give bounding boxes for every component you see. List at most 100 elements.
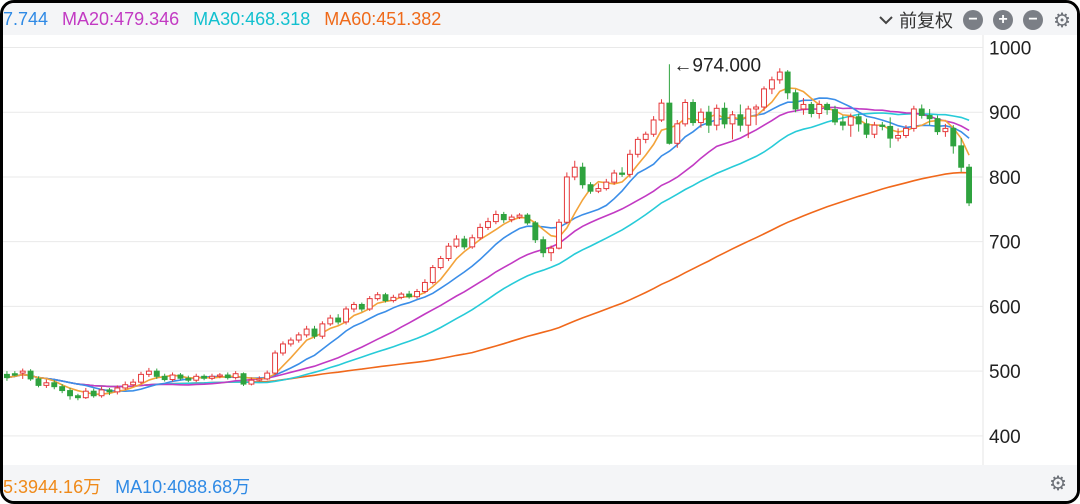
y-tick-label: 900 [989,103,1021,124]
candle-body [863,123,870,135]
candle-body [737,114,744,126]
zoom-out-button[interactable]: − [963,10,984,30]
candle-body [824,103,831,111]
candle-body [800,103,807,110]
candle-body [832,109,838,123]
candle-body [201,375,208,379]
shrink-button[interactable]: − [1023,10,1044,30]
ma60-line [6,171,970,388]
candle-body [966,166,973,204]
candle-body [548,247,555,254]
candle-body [903,127,909,137]
candle-body [303,328,310,336]
candle-body [540,239,547,254]
candle-body [11,373,18,376]
ma-legend-item: 7.744 [3,9,49,29]
candle-body [847,116,854,126]
candle-body [398,293,405,298]
candle-body [642,133,649,140]
candle-body [942,127,949,133]
ma10-line [6,97,970,393]
candle-body [532,222,539,241]
adjust-dropdown[interactable]: 前复权 [879,7,953,33]
candle-body [461,238,468,248]
candle-body [792,92,799,110]
candle-body [264,372,271,380]
candle-body [19,370,26,374]
candle-body [887,125,894,139]
indicator-bar: 7.744 MA20:479.346 MA30:468.318 MA60:451.38… [3,3,1077,35]
candle-body [516,214,523,218]
candle-body [161,375,168,381]
y-tick-label: 800 [989,168,1021,189]
candle-body [958,145,965,168]
candle-body [106,389,113,393]
gear-icon[interactable]: ⚙ [1049,473,1067,495]
candle-body [690,101,696,124]
y-tick-label: 600 [989,297,1021,318]
candle-body [358,303,365,310]
chevron-down-icon [879,16,893,25]
ma-legend-item: MA60:451.382 [324,9,442,29]
candle-body [729,114,736,125]
volume-legend-item: 5:3944.16万 [3,477,102,497]
candle-body [556,221,562,249]
candle-body [51,382,58,388]
candle-body [753,106,760,110]
candle-body [485,221,491,228]
chart-svg: 1000 900 800 700 600 500 400 ←974.000 [3,35,1031,465]
candle-body [145,370,152,375]
candle-body [579,166,586,186]
candle-body [350,303,357,310]
candle-body [524,214,531,224]
candle-body [784,71,791,94]
candle-body [721,107,728,125]
candle-body [950,127,957,147]
candle-body [311,328,318,337]
candle-body [776,71,783,81]
candle-body [335,317,342,323]
adjust-label: 前复权 [899,11,954,31]
candle-body [895,135,902,139]
candle-body [879,124,886,127]
candle-body [374,294,381,300]
candle-body [406,293,413,298]
candle-body [910,108,917,129]
candle-body [500,213,507,221]
candle-body [713,107,720,126]
candle-body [382,294,389,302]
candle-body [705,111,712,126]
candle-body [82,390,89,399]
volume-legend-item: MA10:4088.68万 [115,477,251,497]
candle-body [816,103,823,115]
ma20-line [6,106,970,388]
candle-body [216,374,223,377]
gear-icon[interactable]: ⚙ [1053,9,1071,32]
candle-body [327,317,334,325]
candle-body [343,308,349,323]
candle-body [839,121,846,126]
candle-body [571,166,578,178]
candle-body [27,370,34,380]
candle-body [185,377,192,381]
ma30-line [6,112,970,388]
candle-body [90,390,97,397]
ma-legend-item: MA20:479.346 [62,9,180,29]
candle-body [808,103,815,115]
volume-legend: 5:3944.16万 MA10:4088.68万 [3,473,264,499]
zoom-in-button[interactable]: + [993,10,1014,30]
candle-body [587,184,594,192]
candle-body [414,291,420,298]
candlestick-chart[interactable]: 1000 900 800 700 600 500 400 ←974.000 [3,35,1077,465]
candle-body [445,245,452,260]
candle-body [114,387,121,393]
candle-body [453,238,460,247]
candle-body [429,267,436,283]
candle-body [871,124,878,135]
candle-body [666,102,673,144]
candle-body [232,373,239,379]
candle-body [650,119,657,135]
candle-body [272,352,279,374]
candle-body [43,382,50,386]
